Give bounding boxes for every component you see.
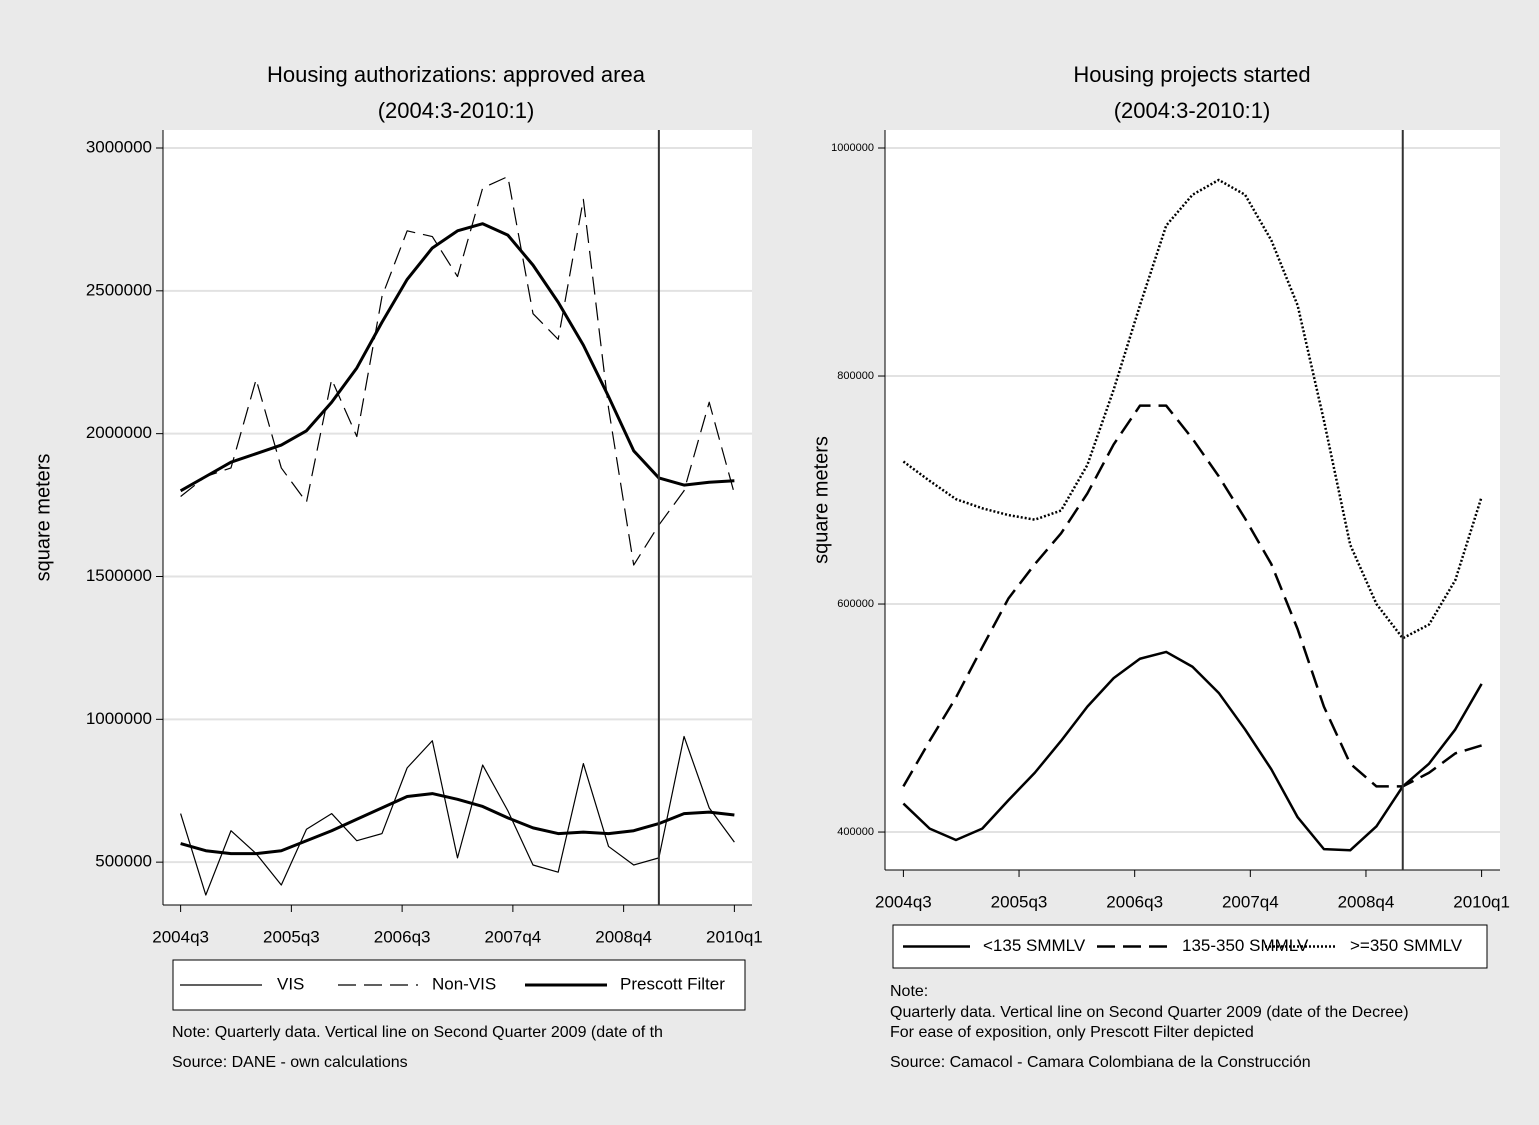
- chart-subtitle: (2004:3-2010:1): [378, 98, 535, 123]
- x-tick-label: 2007q4: [485, 927, 542, 946]
- note: Quarterly data. Vertical line on Second …: [890, 1004, 1409, 1021]
- series-line: [902, 404, 1482, 788]
- plot-area: [163, 130, 752, 905]
- legend-label: Prescott Filter: [620, 974, 725, 993]
- legend-label: VIS: [277, 974, 304, 993]
- x-tick-label: 2005q3: [991, 892, 1048, 911]
- legend-label: <135 SMMLV: [983, 936, 1086, 955]
- y-tick-label: 2000000: [86, 423, 152, 442]
- note: Note:: [890, 983, 928, 1000]
- x-tick-label: 2006q3: [1106, 892, 1163, 911]
- y-axis-label: square meters: [810, 436, 832, 564]
- x-tick-label: 2010q1: [1453, 892, 1510, 911]
- note: Note: Quarterly data. Vertical line on S…: [172, 1024, 663, 1041]
- legend-label: 135-350 SMMLV: [1182, 936, 1309, 955]
- legend-label: Non-VIS: [432, 974, 496, 993]
- x-tick-label: 2007q4: [1222, 892, 1279, 911]
- chart-subtitle: (2004:3-2010:1): [1114, 98, 1271, 123]
- y-tick-label: 500000: [95, 852, 152, 871]
- legend-box: [172, 959, 746, 1011]
- x-tick-label: 2010q1: [706, 927, 763, 946]
- y-tick-label: 3000000: [86, 137, 152, 156]
- plot-area: [885, 130, 1500, 870]
- y-axis-label: square meters: [32, 454, 54, 582]
- note: Source: Camacol - Camara Colombiana de l…: [890, 1054, 1311, 1071]
- note: Source: DANE - own calculations: [172, 1054, 408, 1071]
- x-tick-label: 2008q4: [595, 927, 652, 946]
- y-tick-label: 1000000: [831, 142, 874, 154]
- y-tick-label: 600000: [837, 598, 874, 610]
- series-line: [902, 650, 1483, 852]
- series-line: [180, 735, 735, 896]
- legend-box: [892, 924, 1488, 969]
- chart-title: Housing projects started: [1073, 62, 1310, 87]
- y-tick-label: 800000: [837, 370, 874, 382]
- series-line: [179, 222, 735, 493]
- x-tick-label: 2004q3: [152, 927, 209, 946]
- note: For ease of exposition, only Prescott Fi…: [890, 1024, 1254, 1041]
- x-tick-label: 2006q3: [374, 927, 431, 946]
- y-tick-label: 400000: [837, 826, 874, 838]
- chart-title: Housing authorizations: approved area: [267, 62, 646, 87]
- series-line: [180, 175, 735, 566]
- y-tick-label: 2500000: [86, 280, 152, 299]
- y-tick-label: 1000000: [86, 709, 152, 728]
- y-tick-label: 1500000: [86, 566, 152, 585]
- x-tick-label: 2008q4: [1338, 892, 1395, 911]
- legend-label: >=350 SMMLV: [1350, 936, 1463, 955]
- x-tick-label: 2004q3: [875, 892, 932, 911]
- x-tick-label: 2005q3: [263, 927, 320, 946]
- series-line: [180, 792, 735, 856]
